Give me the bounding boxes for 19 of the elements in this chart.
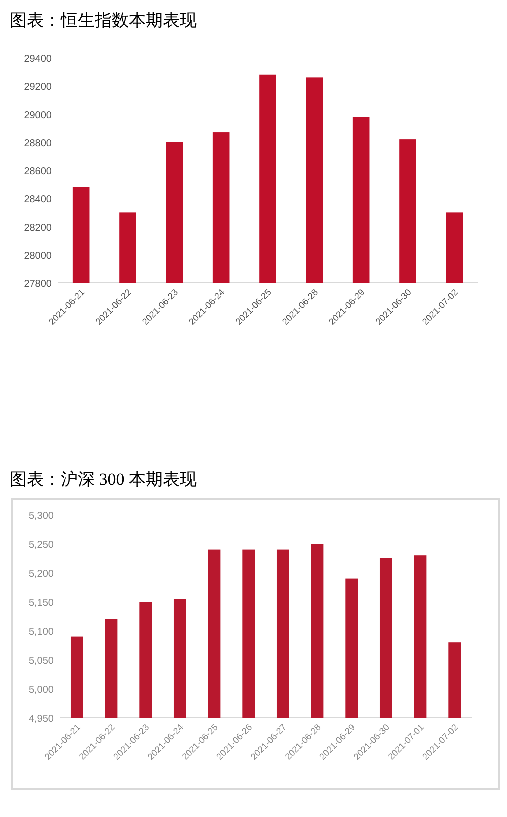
chart-title: 图表：恒生指数本期表现: [10, 11, 197, 30]
chart-title: 图表：沪深 300 本期表现: [10, 470, 197, 489]
y-tick-label: 28800: [24, 138, 52, 150]
y-tick-label: 28000: [24, 250, 52, 262]
y-tick-label: 29000: [24, 110, 52, 122]
y-tick-label: 5,300: [28, 511, 54, 522]
y-tick-label: 5,200: [28, 569, 54, 580]
y-tick-label: 4,950: [28, 714, 54, 725]
y-tick-label: 5,000: [28, 685, 54, 696]
y-tick-label: 28400: [24, 194, 52, 206]
y-tick-label: 5,050: [28, 656, 54, 667]
y-tick-label: 28600: [24, 166, 52, 178]
y-tick-label: 5,100: [28, 627, 54, 638]
y-tick-label: 5,150: [28, 598, 54, 609]
y-tick-label: 5,250: [28, 540, 54, 551]
y-tick-label: 29400: [24, 54, 52, 65]
y-tick-label: 27800: [24, 279, 52, 290]
y-tick-label: 28200: [24, 222, 52, 234]
y-tick-label: 29200: [24, 82, 52, 94]
